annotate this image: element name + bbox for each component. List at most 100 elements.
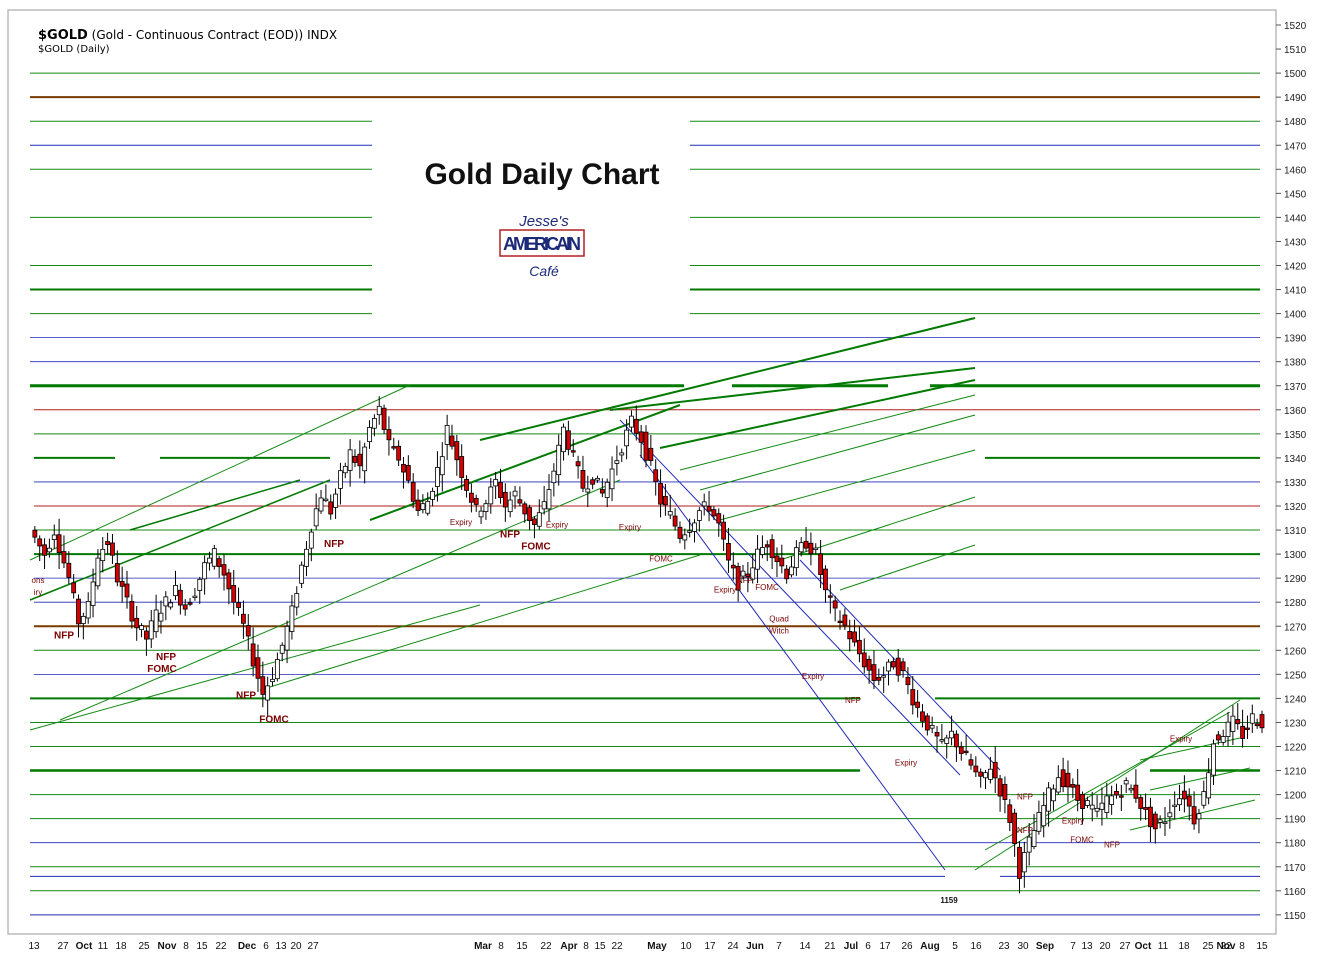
candle-body [192, 595, 198, 599]
candle-body [847, 631, 853, 640]
candle-body [900, 661, 906, 672]
trend-line [59, 479, 621, 721]
candle-body [1118, 795, 1124, 798]
candle-body [284, 625, 290, 651]
trend-line [479, 317, 976, 441]
candle-body [148, 620, 154, 640]
x-tick-label: Oct [1135, 941, 1152, 952]
y-tick-label: 1230 [1284, 718, 1307, 729]
candle-body [473, 497, 479, 505]
trend-lines [29, 317, 1256, 871]
candle-body [279, 644, 285, 654]
candle-body [425, 500, 431, 514]
annotation-label: NFP [737, 576, 753, 585]
candle-body [769, 539, 775, 559]
candle-body [435, 467, 440, 487]
annotation-label: NFP [1017, 792, 1033, 801]
x-tick-label: Mar [474, 941, 492, 952]
candle-body [1201, 791, 1207, 806]
candle-body [1084, 800, 1090, 806]
candle-body [294, 593, 300, 608]
candle-body [585, 488, 591, 493]
candle-body [100, 548, 106, 562]
x-tick-label: 6 [865, 941, 871, 952]
candle-body [1240, 725, 1245, 739]
y-tick-label: 1490 [1284, 93, 1307, 104]
candle-body [561, 426, 566, 453]
x-tick-label: 22 [215, 941, 227, 952]
candle-body [1017, 846, 1022, 879]
candle-body [478, 510, 484, 518]
x-tick-label: 15 [516, 941, 528, 952]
candle-body [221, 564, 227, 576]
y-tick-label: 1150 [1284, 911, 1306, 922]
trend-line [29, 384, 411, 561]
candle-body [158, 612, 164, 622]
candle-body [677, 526, 683, 539]
candle-body [595, 477, 600, 481]
candle-body [978, 771, 984, 777]
y-tick-label: 1420 [1284, 262, 1307, 273]
candle-body [119, 581, 125, 587]
exchange-label: INDX [307, 28, 338, 42]
x-tick-label: 27 [307, 941, 319, 952]
y-tick-label: 1470 [1284, 141, 1307, 152]
annotation-label: FOMC [521, 541, 550, 552]
annotation-label: NFP [324, 539, 344, 550]
candle-body [871, 664, 877, 681]
trend-line [369, 404, 681, 521]
y-tick-label: 1250 [1284, 670, 1307, 681]
candle-body [692, 522, 697, 532]
candle-body [85, 601, 91, 619]
candle-body [551, 470, 557, 484]
trend-line [609, 367, 976, 411]
candle-body [245, 625, 251, 637]
candle-body [798, 542, 804, 553]
candle-body [745, 573, 751, 577]
candle-body [663, 495, 668, 506]
candle-body [37, 538, 43, 547]
candle-body [168, 602, 174, 608]
y-tick-label: 1440 [1284, 213, 1307, 224]
candle-body [173, 585, 178, 597]
candle-body [992, 761, 998, 779]
candle-body [570, 450, 576, 453]
candle-body [61, 551, 67, 564]
candle-body [405, 464, 411, 481]
x-tick-label: 15 [1256, 941, 1268, 952]
y-tick-label: 1260 [1284, 646, 1307, 657]
candle-body [265, 685, 271, 701]
candle-body [95, 557, 101, 587]
candle-body [866, 658, 872, 671]
candle-body [672, 515, 678, 527]
candle-body [371, 418, 377, 429]
annotation-label: Witch [769, 626, 789, 635]
candle-body [789, 566, 794, 576]
candle-body [1167, 812, 1173, 818]
candle-body [187, 602, 193, 605]
candle-body [522, 503, 528, 515]
trend-line [29, 604, 481, 731]
candle-body [163, 596, 169, 607]
trend-line [29, 479, 331, 601]
candle-body [367, 427, 372, 443]
candle-body [483, 503, 489, 512]
candle-body [696, 510, 702, 521]
x-tick-label: 18 [115, 941, 127, 952]
y-tick-label: 1510 [1284, 45, 1307, 56]
candle-body [454, 441, 460, 461]
candle-body [468, 492, 474, 503]
candle-body [391, 446, 397, 449]
candle-body [653, 469, 659, 482]
annotation-label: NFP [236, 690, 256, 701]
candle-body [1172, 804, 1178, 807]
candle-body [71, 582, 77, 594]
candle-body [1041, 805, 1047, 827]
candle-body [793, 547, 799, 569]
y-tick-label: 1320 [1284, 502, 1307, 513]
candle-body [1026, 836, 1032, 853]
candle-body [415, 499, 421, 511]
candle-body [114, 563, 120, 583]
candle-body [599, 489, 605, 494]
symbol-description: (Gold - Continuous Contract (EOD)) [91, 28, 304, 42]
